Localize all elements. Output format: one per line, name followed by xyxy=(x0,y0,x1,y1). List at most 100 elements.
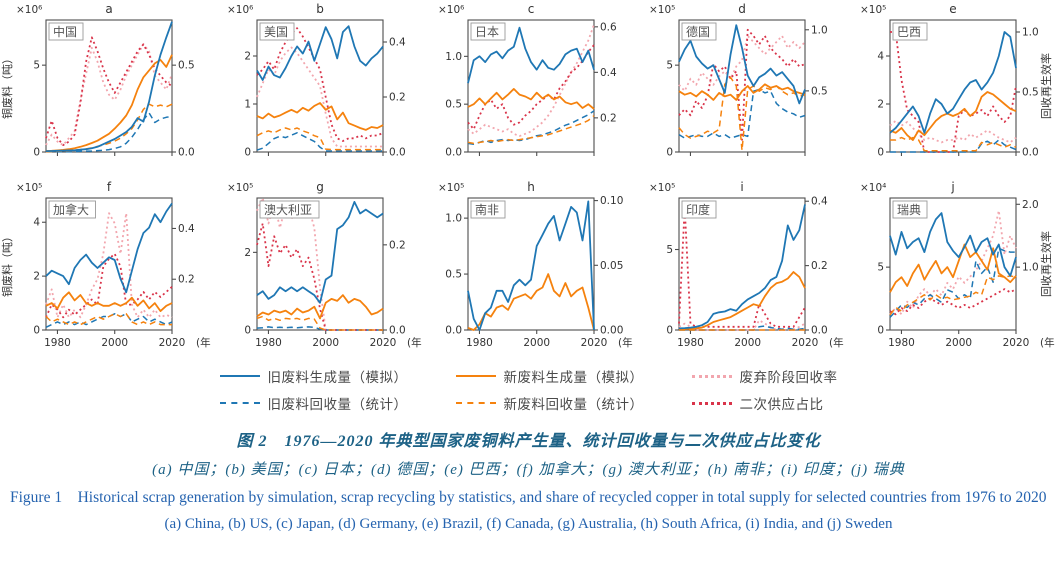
svg-text:日本: 日本 xyxy=(475,25,499,39)
svg-text:2000: 2000 xyxy=(734,337,761,349)
svg-text:0.0: 0.0 xyxy=(811,325,828,337)
chart-sweden: ×10⁴ j 0 5 1.0 2.0 1980 2000 2020 (年) 回收再生效率 瑞典 xyxy=(860,180,1057,349)
svg-text:0.6: 0.6 xyxy=(600,21,617,33)
caption-cn-title: 图 2 1976—2020 年典型国家废铜料产生量、统计回收量与二次供应占比变化 xyxy=(236,433,821,450)
svg-text:h: h xyxy=(527,180,535,194)
subplot-south-africa: ×10⁵ h 0.0 0.5 1.0 0.00 0.05 0.10 1980 2000 2020 (年… xyxy=(422,180,637,358)
svg-text:0.0: 0.0 xyxy=(445,147,462,159)
svg-text:5: 5 xyxy=(33,60,40,72)
caption-en-title: Figure 1 Historical scrap generation by … xyxy=(10,489,1047,506)
legend-item-new-rec: 新废料回收量（统计） xyxy=(455,393,644,413)
svg-text:回收再生效率: 回收再生效率 xyxy=(1039,231,1053,297)
svg-text:×10⁵: ×10⁵ xyxy=(227,182,253,194)
figure: ×10⁶ a 0 5 0.0 0.5 铜废料（吨） 中国 ×10⁶ b 0 1 2 0.0 0.2 0.4 美… xyxy=(0,2,1057,533)
svg-text:2: 2 xyxy=(33,271,40,283)
svg-text:1.0: 1.0 xyxy=(1022,27,1039,39)
svg-text:加拿大: 加拿大 xyxy=(53,202,89,217)
svg-text:0: 0 xyxy=(666,325,673,337)
svg-text:×10⁵: ×10⁵ xyxy=(860,4,886,16)
svg-text:回收再生效率: 回收再生效率 xyxy=(1039,53,1053,119)
caption-en-sub: (a) China, (b) US, (c) Japan, (d) German… xyxy=(164,516,893,533)
svg-text:g: g xyxy=(316,180,324,194)
svg-text:0.0: 0.0 xyxy=(389,325,406,337)
svg-text:0.0: 0.0 xyxy=(1022,147,1039,159)
svg-text:×10⁴: ×10⁴ xyxy=(860,182,886,194)
svg-text:2: 2 xyxy=(244,51,251,63)
svg-text:×10⁶: ×10⁶ xyxy=(438,4,464,16)
svg-text:0.5: 0.5 xyxy=(178,60,195,72)
subplot-canada: ×10⁵ f 0 2 4 0.2 0.4 1980 2000 2020 (年) 铜废料（吨） 加拿大 xyxy=(0,180,215,358)
svg-text:b: b xyxy=(316,2,324,16)
svg-text:1.0: 1.0 xyxy=(1022,262,1039,274)
svg-text:2020: 2020 xyxy=(370,337,397,349)
svg-text:j: j xyxy=(950,180,954,194)
svg-text:0.10: 0.10 xyxy=(600,195,623,207)
old-rec-line-sample xyxy=(219,402,260,404)
svg-text:(年): (年) xyxy=(618,336,633,349)
chart-canada: ×10⁵ f 0 2 4 0.2 0.4 1980 2000 2020 (年) 铜废料（吨） 加拿大 xyxy=(0,180,215,349)
svg-text:0.2: 0.2 xyxy=(178,274,195,286)
chart-south-africa: ×10⁵ h 0.0 0.5 1.0 0.00 0.05 0.10 1980 2000 2020 (年… xyxy=(438,180,637,349)
svg-text:(年): (年) xyxy=(1040,336,1055,349)
svg-text:铜废料（吨）: 铜废料（吨） xyxy=(0,231,14,297)
svg-text:0: 0 xyxy=(244,147,251,159)
old-gen-line-sample xyxy=(219,375,260,377)
svg-text:0.05: 0.05 xyxy=(600,260,623,272)
svg-text:0.5: 0.5 xyxy=(445,269,462,281)
svg-text:铜废料（吨）: 铜废料（吨） xyxy=(0,53,14,119)
svg-text:×10⁵: ×10⁵ xyxy=(649,182,675,194)
svg-text:2020: 2020 xyxy=(792,337,819,349)
svg-text:南非: 南非 xyxy=(475,202,499,217)
svg-text:1980: 1980 xyxy=(255,337,282,349)
legend-column-old-scrap: 旧废料生成量（模拟） 旧废料回收量（统计） xyxy=(219,366,408,413)
svg-text:巴西: 巴西 xyxy=(897,25,921,39)
svg-text:e: e xyxy=(949,2,956,16)
svg-text:5: 5 xyxy=(666,244,673,256)
svg-text:澳大利亚: 澳大利亚 xyxy=(264,203,312,217)
svg-text:2000: 2000 xyxy=(312,337,339,349)
captions: 图 2 1976—2020 年典型国家废铜料产生量、统计回收量与二次供应占比变化… xyxy=(0,427,1057,533)
svg-text:0.0: 0.0 xyxy=(445,325,462,337)
legend-item-eol-rr: 废弃阶段回收率 xyxy=(691,366,838,386)
svg-text:1980: 1980 xyxy=(466,337,493,349)
svg-text:i: i xyxy=(740,180,743,194)
legend-item-old-gen: 旧废料生成量（模拟） xyxy=(219,366,408,386)
subplot-brazil: ×10⁵ e 0 2 4 0.0 0.5 1.0 回收再生效率 巴西 xyxy=(844,2,1055,180)
svg-text:1: 1 xyxy=(244,99,251,111)
svg-text:5: 5 xyxy=(877,262,884,274)
chart-germany: ×10⁵ d 0 5 0.5 1.0 德国 xyxy=(649,2,828,159)
svg-text:瑞典: 瑞典 xyxy=(897,203,921,217)
svg-text:1980: 1980 xyxy=(44,337,71,349)
legend-item-sec-share: 二次供应占比 xyxy=(691,393,838,413)
svg-text:0.5: 0.5 xyxy=(1022,87,1039,99)
svg-text:0.4: 0.4 xyxy=(600,67,617,79)
chart-australia: ×10⁵ g 0 2 0.0 0.2 1980 2000 2020 (年) 澳大利亚 xyxy=(227,180,426,349)
svg-text:0: 0 xyxy=(244,325,251,337)
chart-brazil: ×10⁵ e 0 2 4 0.0 0.5 1.0 回收再生效率 巴西 xyxy=(860,2,1053,159)
svg-text:0: 0 xyxy=(877,325,884,337)
svg-text:0: 0 xyxy=(33,147,40,159)
svg-text:0: 0 xyxy=(666,147,673,159)
svg-text:0.4: 0.4 xyxy=(389,37,406,49)
svg-text:×10⁵: ×10⁵ xyxy=(649,4,675,16)
legend-item-old-rec: 旧废料回收量（统计） xyxy=(219,393,408,413)
subplot-china: ×10⁶ a 0 5 0.0 0.5 铜废料（吨） 中国 xyxy=(0,2,211,180)
svg-text:2000: 2000 xyxy=(945,337,972,349)
svg-text:0.2: 0.2 xyxy=(389,239,406,251)
subplot-japan: ×10⁶ c 0.0 0.5 1.0 0.2 0.4 0.6 日本 xyxy=(422,2,633,180)
new-gen-line-sample xyxy=(455,375,496,377)
svg-text:0.2: 0.2 xyxy=(389,92,406,104)
svg-text:印度: 印度 xyxy=(686,202,710,217)
svg-text:4: 4 xyxy=(33,217,40,229)
legend-label-new-rec: 新废料回收量（统计） xyxy=(503,397,644,413)
chart-us: ×10⁶ b 0 1 2 0.0 0.2 0.4 美国 xyxy=(227,2,406,159)
svg-text:a: a xyxy=(105,2,112,16)
svg-text:0.0: 0.0 xyxy=(178,147,195,159)
svg-text:1980: 1980 xyxy=(888,337,915,349)
svg-text:1.0: 1.0 xyxy=(445,213,462,225)
eol-rr-line-sample xyxy=(691,374,732,378)
svg-text:0.00: 0.00 xyxy=(600,325,623,337)
svg-text:f: f xyxy=(107,180,112,194)
svg-text:c: c xyxy=(528,2,535,16)
subplot-sweden: ×10⁴ j 0 5 1.0 2.0 1980 2000 2020 (年) 回收再生效率 瑞典 xyxy=(844,180,1057,358)
